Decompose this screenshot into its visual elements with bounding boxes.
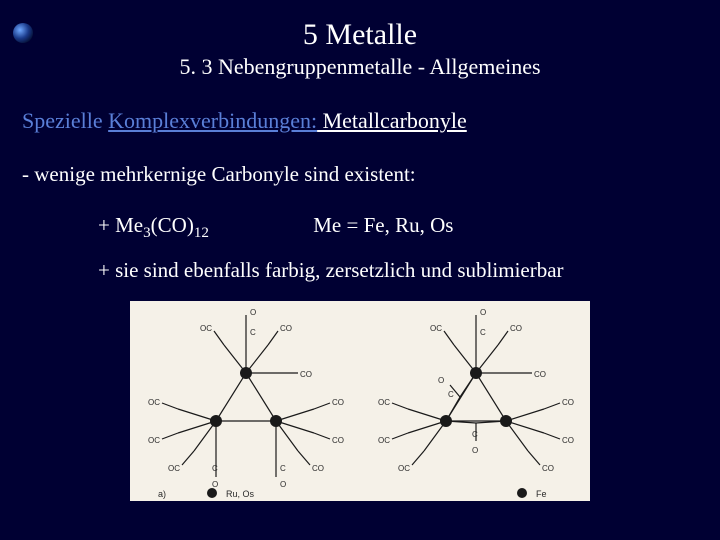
svg-text:a): a) — [158, 489, 166, 499]
svg-text:CO: CO — [332, 436, 344, 445]
svg-text:C: C — [250, 328, 256, 337]
svg-text:C: C — [448, 390, 454, 399]
svg-text:O: O — [250, 308, 256, 317]
formula-mid: (CO) — [151, 213, 194, 237]
formula-sub2: 12 — [194, 225, 209, 241]
slide-root: 5 Metalle 5. 3 Nebengruppenmetalle - All… — [0, 0, 720, 540]
slide-title: 5 Metalle — [20, 18, 700, 52]
description-line: + sie sind ebenfalls farbig, zersetzlich… — [20, 258, 700, 283]
svg-text:OC: OC — [148, 398, 160, 407]
heading-part-white: Metallcarbonyle — [317, 108, 467, 133]
svg-text:O: O — [480, 308, 486, 317]
section-heading: Spezielle Komplexverbindungen: Metallcar… — [20, 108, 700, 134]
svg-text:C: C — [212, 464, 218, 473]
formula-prefix: + Me — [98, 213, 143, 237]
svg-text:CO: CO — [562, 436, 574, 445]
svg-text:OC: OC — [378, 398, 390, 407]
formula-sub1: 3 — [143, 225, 151, 241]
formula-col1: + Me3(CO)12 — [98, 213, 308, 238]
heading-part-blue: Spezielle — [22, 108, 108, 133]
svg-text:OC: OC — [168, 464, 180, 473]
svg-text:CO: CO — [280, 324, 292, 333]
svg-text:C: C — [280, 464, 286, 473]
heading-part-blue-under: Komplexverbindungen: — [108, 108, 317, 133]
svg-text:O: O — [280, 480, 286, 489]
svg-text:CO: CO — [510, 324, 522, 333]
svg-text:CO: CO — [332, 398, 344, 407]
svg-text:CO: CO — [534, 370, 546, 379]
svg-text:CO: CO — [312, 464, 324, 473]
svg-text:Fe: Fe — [536, 489, 547, 499]
molecule-diagram: COOCCOCOOCOCCOOCCOCOCOCOa)Ru, OsCOCOCOOC… — [130, 301, 590, 501]
slide-subtitle: 5. 3 Nebengruppenmetalle - Allgemeines — [20, 54, 700, 80]
formula-meaning: Me = Fe, Ru, Os — [313, 213, 453, 238]
svg-text:O: O — [438, 376, 444, 385]
svg-text:OC: OC — [398, 464, 410, 473]
svg-text:OC: OC — [200, 324, 212, 333]
bullet-icon — [12, 22, 34, 44]
svg-text:OC: OC — [430, 324, 442, 333]
diagram-container: COOCCOCOOCOCCOOCCOCOCOCOa)Ru, OsCOCOCOOC… — [130, 301, 590, 501]
svg-text:C: C — [480, 328, 486, 337]
svg-text:Ru, Os: Ru, Os — [226, 489, 255, 499]
bullet-line-1: - wenige mehrkernige Carbonyle sind exis… — [20, 162, 700, 187]
svg-text:OC: OC — [148, 436, 160, 445]
svg-text:CO: CO — [542, 464, 554, 473]
svg-text:CO: CO — [300, 370, 312, 379]
svg-text:CO: CO — [562, 398, 574, 407]
svg-text:C: C — [472, 430, 478, 439]
svg-text:O: O — [212, 480, 218, 489]
svg-text:OC: OC — [378, 436, 390, 445]
formula-row: + Me3(CO)12 Me = Fe, Ru, Os — [20, 213, 700, 238]
svg-text:O: O — [472, 446, 478, 455]
